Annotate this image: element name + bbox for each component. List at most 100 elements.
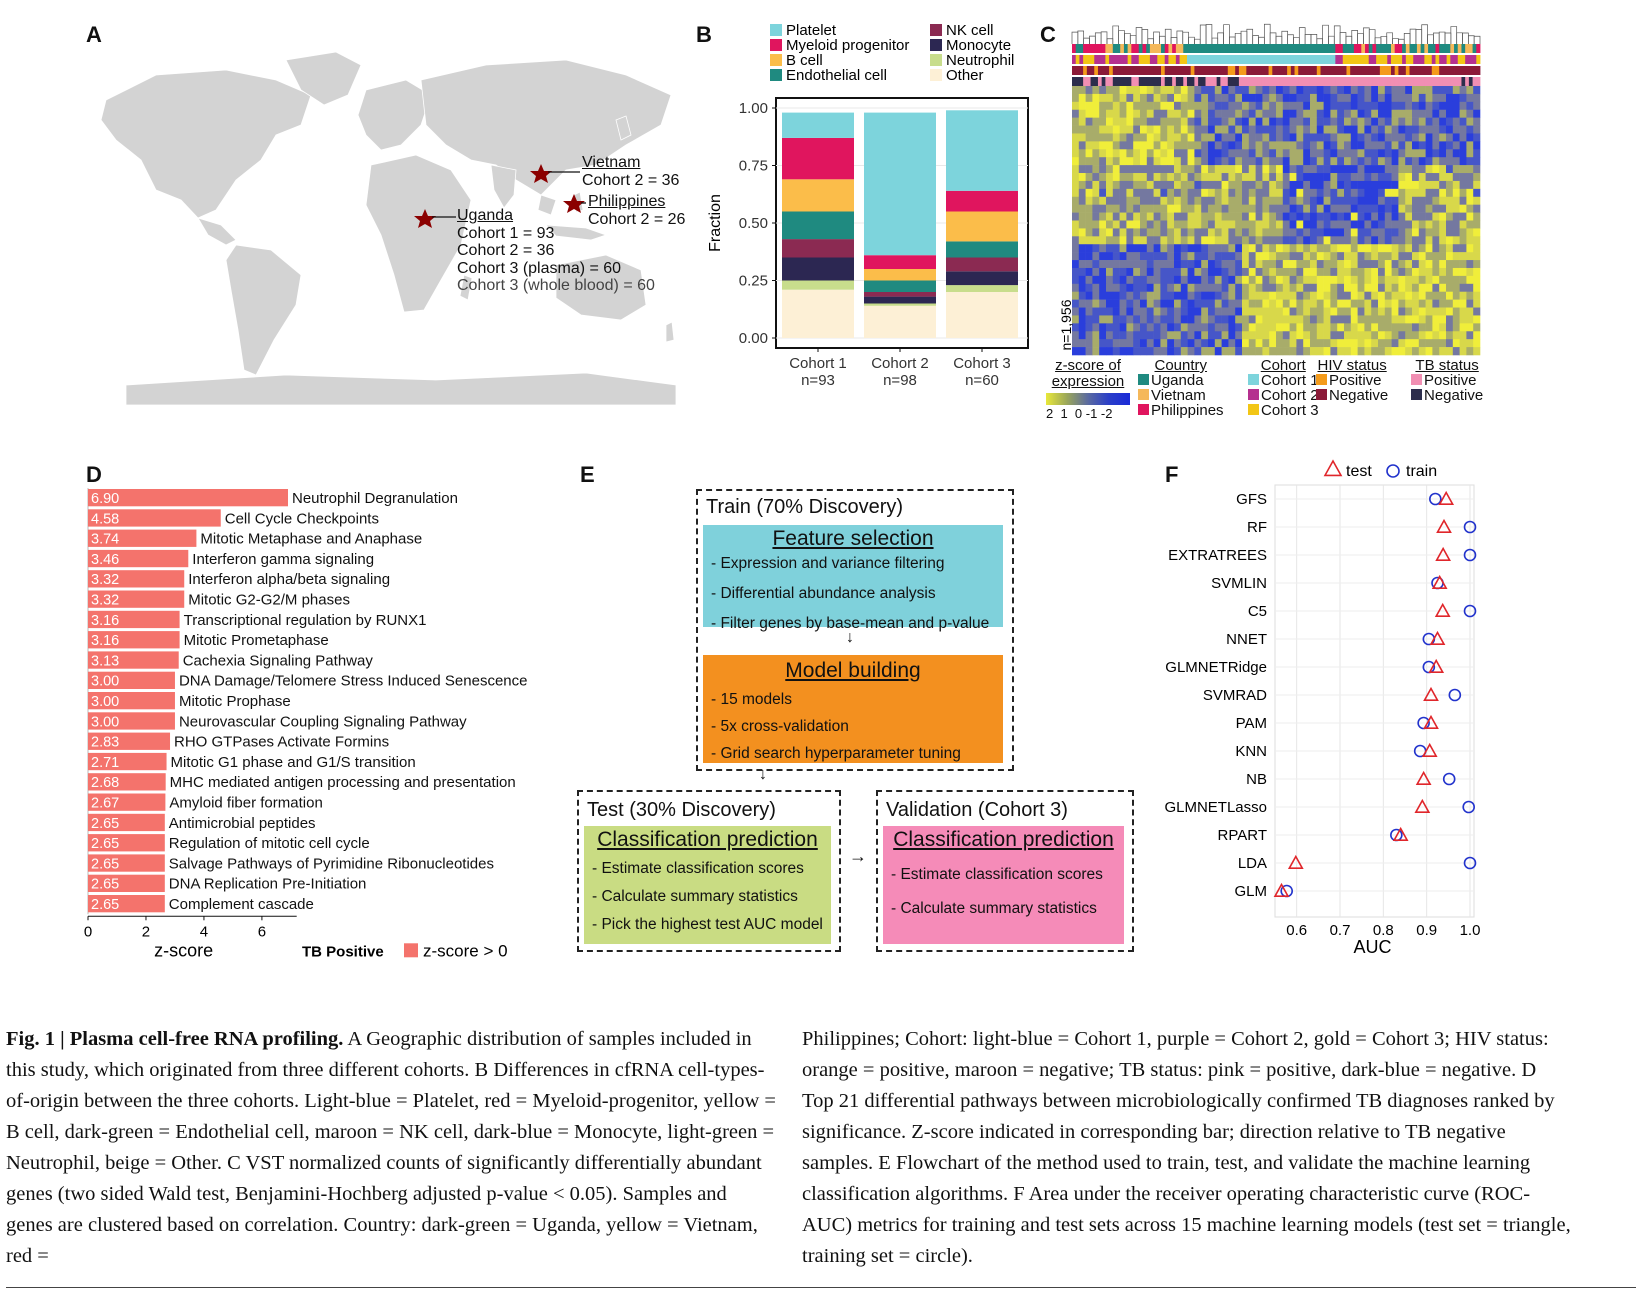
heatmap-cell	[1364, 228, 1372, 237]
heatmap-cell	[1398, 212, 1406, 221]
pathway-bar	[88, 874, 165, 892]
heatmap-cell	[1112, 275, 1120, 285]
heatmap-cell	[1289, 339, 1297, 348]
heatmap-cell	[1323, 93, 1331, 103]
heatmap-cell	[1194, 347, 1202, 356]
tb-track-cell	[1261, 77, 1266, 86]
dendrogram-branch	[1094, 32, 1102, 44]
heatmap-cell	[1296, 204, 1304, 213]
heatmap-cell	[1398, 323, 1406, 332]
bar-segment-monocyte	[946, 271, 1018, 286]
heatmap-cell	[1106, 109, 1114, 118]
heatmap-cell	[1242, 212, 1250, 221]
heatmap-cell	[1214, 252, 1222, 261]
hiv-track-cell	[1339, 66, 1344, 75]
heatmap-cell	[1248, 331, 1256, 340]
heatmap-cell	[1391, 212, 1399, 221]
heatmap-cell	[1316, 347, 1324, 356]
heatmap-cell	[1085, 173, 1093, 182]
heatmap-cell	[1350, 93, 1358, 103]
heatmap-cell	[1242, 149, 1250, 158]
heatmap-cell	[1371, 236, 1379, 245]
heatmap-cell	[1140, 196, 1148, 205]
heatmap-cell	[1140, 283, 1148, 293]
tb-track-cell	[1109, 77, 1114, 86]
heatmap-cell	[1228, 117, 1236, 126]
heatmap-cell	[1459, 228, 1467, 237]
heatmap-cell	[1099, 228, 1107, 237]
heatmap-cell	[1466, 339, 1474, 348]
heatmap-cell	[1221, 228, 1229, 237]
country-track-cell	[1309, 44, 1314, 53]
heatmap-cell	[1425, 291, 1433, 300]
heatmap-cell	[1174, 339, 1182, 348]
heatmap-cell	[1092, 331, 1100, 340]
heatmap-cell	[1303, 220, 1311, 229]
cohort-track-cell	[1224, 55, 1229, 64]
heatmap-cell	[1459, 117, 1467, 126]
heatmap-cell	[1072, 93, 1080, 103]
tb-track-cell	[1465, 77, 1470, 86]
heatmap-cell	[1282, 331, 1290, 340]
heatmap-cell	[1092, 125, 1100, 134]
country-track-cell	[1183, 44, 1188, 53]
pathway-bar-value: 2.65	[91, 877, 119, 893]
heatmap-cell	[1432, 86, 1440, 95]
heatmap-cell	[1248, 307, 1256, 316]
model-building-section: Model building - 15 models - 5x cross-va…	[703, 655, 1003, 763]
heatmap-cell	[1221, 109, 1229, 118]
heatmap-cell	[1180, 236, 1188, 245]
heatmap-cell	[1160, 299, 1168, 308]
heatmap-cell	[1371, 228, 1379, 237]
heatmap-cell	[1106, 299, 1114, 308]
heatmap-cell	[1140, 86, 1148, 95]
heatmap-cell	[1337, 93, 1345, 103]
hiv-track-cell	[1120, 66, 1125, 75]
heatmap-cell	[1276, 204, 1284, 213]
legend-item: Negative	[1316, 388, 1388, 403]
heatmap-cell	[1085, 212, 1093, 221]
heatmap-cell	[1330, 299, 1338, 308]
heatmap-cell	[1248, 260, 1256, 269]
hiv-track-cell	[1261, 66, 1266, 75]
heatmap-cell	[1289, 93, 1297, 103]
heatmap-cell	[1276, 347, 1284, 356]
heatmap-cell	[1106, 331, 1114, 340]
country-track-cell	[1402, 44, 1407, 53]
heatmap-cell	[1140, 93, 1148, 103]
heatmap-cell	[1140, 165, 1148, 174]
heatmap-cell	[1255, 267, 1263, 277]
heatmap-cell	[1133, 165, 1141, 174]
heatmap-cell	[1303, 157, 1311, 166]
heatmap-cell	[1337, 165, 1345, 174]
legend-item: Uganda	[1138, 373, 1224, 388]
cohort-track-cell	[1402, 55, 1407, 64]
heatmap-cell	[1235, 188, 1243, 198]
heatmap-cell	[1466, 188, 1474, 198]
heatmap-cell	[1473, 252, 1481, 261]
heatmap-cell	[1357, 101, 1365, 111]
heatmap-cell	[1350, 109, 1358, 118]
hiv-track-cell	[1276, 66, 1281, 75]
heatmap-cell	[1378, 339, 1386, 348]
country-track-cell	[1457, 44, 1462, 53]
heatmap-cell	[1330, 275, 1338, 285]
heatmap-cell	[1452, 204, 1460, 213]
heatmap-cell	[1296, 252, 1304, 261]
heatmap-cell	[1228, 291, 1236, 300]
heatmap-cell	[1146, 283, 1154, 293]
pathway-bar-value: 2.65	[91, 856, 119, 872]
heatmap-cell	[1255, 117, 1263, 126]
legend-swatch-platelet	[770, 24, 782, 36]
heatmap-cell	[1378, 188, 1386, 198]
heatmap-cell	[1446, 299, 1454, 308]
heatmap-cell	[1085, 86, 1093, 95]
heatmap-cell	[1357, 339, 1365, 348]
heatmap-cell	[1255, 283, 1263, 293]
heatmap-cell	[1106, 157, 1114, 166]
heatmap-cell	[1439, 133, 1447, 142]
hiv-track-cell	[1112, 66, 1117, 75]
heatmap-cell	[1208, 149, 1216, 158]
country-track-cell	[1327, 44, 1333, 53]
heatmap-cell	[1276, 93, 1284, 103]
